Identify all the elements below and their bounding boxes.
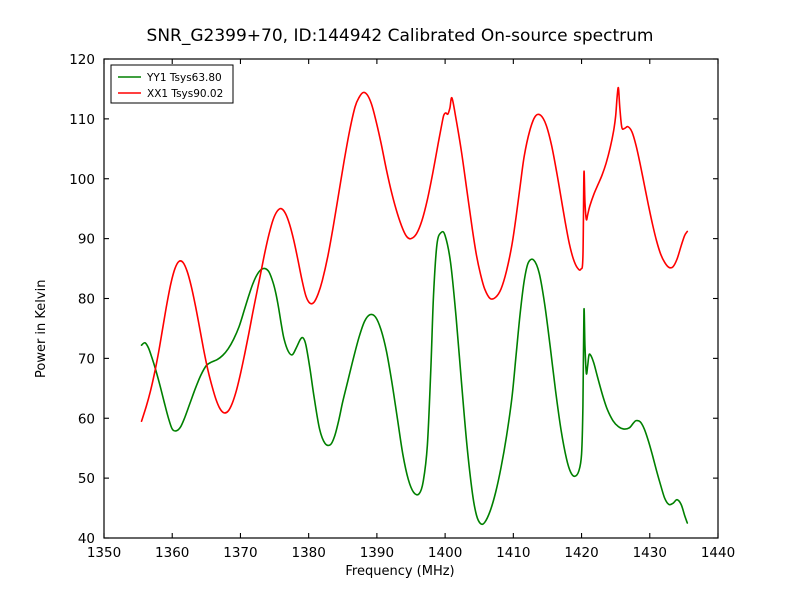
x-axis-label: Frequency (MHz) (345, 564, 455, 579)
plot-frame (103, 58, 719, 539)
y-tick-label: 110 (69, 112, 95, 128)
x-tick-label: 1350 (87, 545, 121, 561)
series-line-2 (140, 86, 689, 423)
page-title: SNR_G2399+70, ID:144942 Calibrated On-so… (146, 26, 654, 46)
data-layer (140, 86, 689, 526)
x-tick-label: 1380 (291, 545, 325, 561)
x-tick-label: 1420 (564, 545, 598, 561)
x-tick-label: 1360 (155, 545, 189, 561)
x-tick-label: 1440 (701, 545, 735, 561)
y-tick-label: 90 (78, 232, 95, 248)
y-tick-label: 50 (78, 471, 95, 487)
y-tick-label: 120 (69, 52, 95, 68)
y-axis-label: Power in Kelvin (34, 279, 49, 378)
y-tick-label: 100 (69, 172, 95, 188)
chart-legend: YY1 Tsys63.80 XX1 Tsys90.02 (110, 64, 234, 104)
x-tick-label: 1400 (428, 545, 462, 561)
y-tick-label: 40 (78, 531, 95, 547)
y-tick-label: 60 (78, 411, 95, 427)
legend-box (110, 64, 234, 104)
legend-label-2: XX1 Tsys90.02 (147, 88, 223, 100)
x-tick-label: 1370 (223, 545, 257, 561)
y-tick-label: 80 (78, 292, 95, 308)
y-tick-label: 70 (78, 351, 95, 367)
legend-label-1: YY1 Tsys63.80 (146, 72, 222, 84)
x-tick-label: 1430 (633, 545, 667, 561)
x-tick-label: 1390 (360, 545, 394, 561)
x-tick-label: 1410 (496, 545, 530, 561)
series-line-1 (140, 230, 689, 526)
